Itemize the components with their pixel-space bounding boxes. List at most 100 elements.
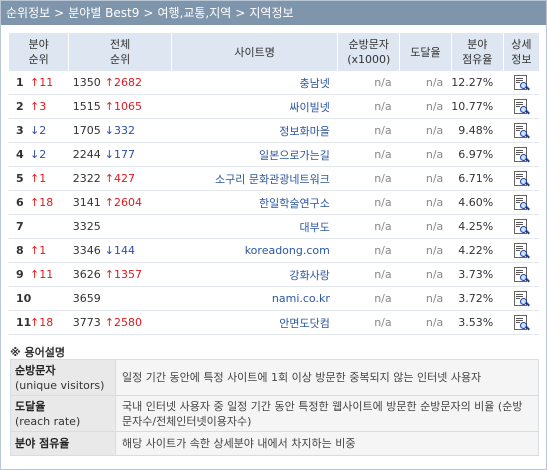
total-rank-cell: 3325 — [68, 214, 172, 239]
total-rank: 1705 — [72, 124, 101, 137]
visitors-cell: n/a — [337, 214, 400, 239]
breadcrumb: 순위정보 > 분야별 Best9 > 여행,교통,지역 > 지역정보 — [1, 1, 546, 25]
site-link[interactable]: 일본으로가는길 — [259, 148, 330, 162]
table-row: 3 ↓2 1705 ↓332 정보화마을 n/a n/a 9.48% — [9, 118, 539, 143]
total-rank-change: ↑1357 — [104, 268, 143, 281]
breadcrumb-item[interactable]: 분야별 Best9 — [68, 6, 140, 20]
share-cell: 4.25% — [451, 214, 504, 239]
rank-change: ↑18 — [30, 196, 54, 209]
ranking-table: 분야 순위 전체 순위 사이트명 순방문자 (x1000) 도달율 분야 점유율 상세 정… — [9, 33, 539, 335]
header-total-rank: 전체 순위 — [68, 33, 172, 71]
document-magnifier-icon[interactable] — [514, 314, 531, 331]
total-rank: 3346 — [72, 244, 101, 257]
glossary-row: 순방문자 (unique visitors) 일정 기간 동안에 특정 사이트에 … — [10, 359, 539, 396]
rank-cell: 2 ↑3 — [9, 94, 69, 119]
rank-number: 2 — [16, 100, 24, 113]
reach-cell: n/a — [399, 286, 452, 311]
rank-cell: 7 — [9, 214, 69, 239]
site-link[interactable]: 한일학술연구소 — [259, 196, 330, 210]
header-detail: 상세 정보 — [502, 33, 539, 71]
document-magnifier-icon[interactable] — [514, 266, 531, 283]
total-rank: 3626 — [72, 268, 101, 281]
rank-number: 8 — [16, 244, 24, 257]
total-rank-cell: 3346 ↓144 — [68, 238, 172, 263]
document-magnifier-icon[interactable] — [514, 218, 531, 235]
site-link[interactable]: nami.co.kr — [271, 292, 330, 305]
site-name-cell: 일본으로가는길 — [171, 142, 338, 167]
table-row: 1 ↑11 1350 ↑2682 충남넷 n/a n/a 12.27% — [9, 71, 539, 95]
site-link[interactable]: 대부도 — [299, 220, 330, 234]
glossary-description: 일정 기간 동안에 특정 사이트에 1회 이상 방문한 중복되지 않는 인터넷 … — [115, 359, 539, 396]
site-link[interactable]: 강화사랑 — [289, 268, 330, 282]
site-link[interactable]: 소구리 문화관광네트워크 — [215, 172, 330, 186]
site-link[interactable]: 싸이빌넷 — [289, 100, 330, 114]
visitors-cell: n/a — [337, 71, 400, 95]
rank-number: 6 — [16, 196, 24, 209]
header-share: 분야 점유율 — [450, 33, 504, 71]
site-link[interactable]: 정보화마을 — [279, 124, 330, 138]
reach-cell: n/a — [399, 118, 452, 143]
breadcrumb-item-current: 지역정보 — [249, 6, 294, 20]
document-magnifier-icon[interactable] — [514, 170, 531, 187]
document-magnifier-icon[interactable] — [514, 290, 531, 307]
rank-cell: 6 ↑18 — [9, 190, 69, 215]
visitors-cell: n/a — [337, 238, 400, 263]
site-link[interactable]: 안면도닷컴 — [279, 316, 330, 330]
share-cell: 4.60% — [451, 190, 504, 215]
header-rank: 분야 순위 — [9, 33, 69, 71]
rank-change: ↓2 — [30, 124, 47, 137]
detail-cell — [503, 94, 539, 119]
reach-cell: n/a — [399, 214, 452, 239]
rank-change: ↑3 — [30, 100, 47, 113]
site-name-cell: 안면도닷컴 — [171, 310, 338, 335]
table-row: 8 ↑1 3346 ↓144 koreadong.com n/a n/a 4.22% — [9, 238, 539, 263]
visitors-cell: n/a — [337, 286, 400, 311]
rank-cell: 1 ↑11 — [9, 71, 69, 95]
document-magnifier-icon[interactable] — [514, 242, 531, 259]
document-magnifier-icon[interactable] — [514, 122, 531, 139]
share-cell: 6.97% — [451, 142, 504, 167]
breadcrumb-item[interactable]: 순위정보 — [6, 6, 51, 20]
site-name-cell: nami.co.kr — [171, 286, 338, 311]
breadcrumb-separator: > — [54, 6, 65, 20]
table-row: 6 ↑18 3141 ↑2604 한일학술연구소 n/a n/a 4.60% — [9, 190, 539, 215]
total-rank: 3659 — [72, 292, 101, 305]
glossary-term: 분야 점유율 — [10, 431, 116, 456]
share-cell: 3.53% — [451, 310, 504, 335]
total-rank-cell: 1515 ↑1065 — [68, 94, 172, 119]
document-magnifier-icon[interactable] — [514, 194, 531, 211]
document-magnifier-icon[interactable] — [514, 98, 531, 115]
total-rank-cell: 3773 ↑2580 — [68, 310, 172, 335]
glossary-title: ※ 용어설명 — [10, 346, 66, 359]
detail-cell — [503, 71, 539, 95]
rank-number: 10 — [16, 292, 32, 305]
reach-cell: n/a — [399, 142, 452, 167]
share-cell: 6.71% — [451, 166, 504, 191]
total-rank: 2244 — [72, 148, 101, 161]
detail-cell — [503, 262, 539, 287]
rank-number: 9 — [16, 268, 24, 281]
rank-change: ↑1 — [30, 244, 47, 257]
document-magnifier-icon[interactable] — [514, 146, 531, 163]
rank-number: 5 — [16, 172, 24, 185]
site-name-cell: 대부도 — [171, 214, 338, 239]
site-link[interactable]: koreadong.com — [244, 244, 330, 257]
breadcrumb-item[interactable]: 여행,교통,지역 — [157, 6, 232, 20]
glossary-row: 분야 점유율 해당 사이트가 속한 상세분야 내에서 차지하는 비중 — [10, 431, 539, 456]
total-rank-change: ↑2580 — [104, 316, 143, 329]
glossary-description: 해당 사이트가 속한 상세분야 내에서 차지하는 비중 — [115, 431, 539, 456]
site-link[interactable]: 충남넷 — [299, 76, 330, 90]
rank-cell: 4 ↓2 — [9, 142, 69, 167]
total-rank-cell: 2244 ↓177 — [68, 142, 172, 167]
reach-cell: n/a — [399, 190, 452, 215]
rank-change: ↑11 — [30, 268, 54, 281]
table-row: 5 ↑1 2322 ↑427 소구리 문화관광네트워크 n/a n/a 6.71% — [9, 166, 539, 191]
total-rank-cell: 1350 ↑2682 — [68, 71, 172, 95]
document-magnifier-icon[interactable] — [514, 74, 531, 91]
glossary-table: 순방문자 (unique visitors) 일정 기간 동안에 특정 사이트에 … — [10, 359, 539, 456]
glossary-term: 도달율 (reach rate) — [10, 395, 116, 432]
reach-cell: n/a — [399, 94, 452, 119]
detail-cell — [503, 286, 539, 311]
rank-number: 1 — [16, 76, 24, 89]
rank-cell: 8 ↑1 — [9, 238, 69, 263]
